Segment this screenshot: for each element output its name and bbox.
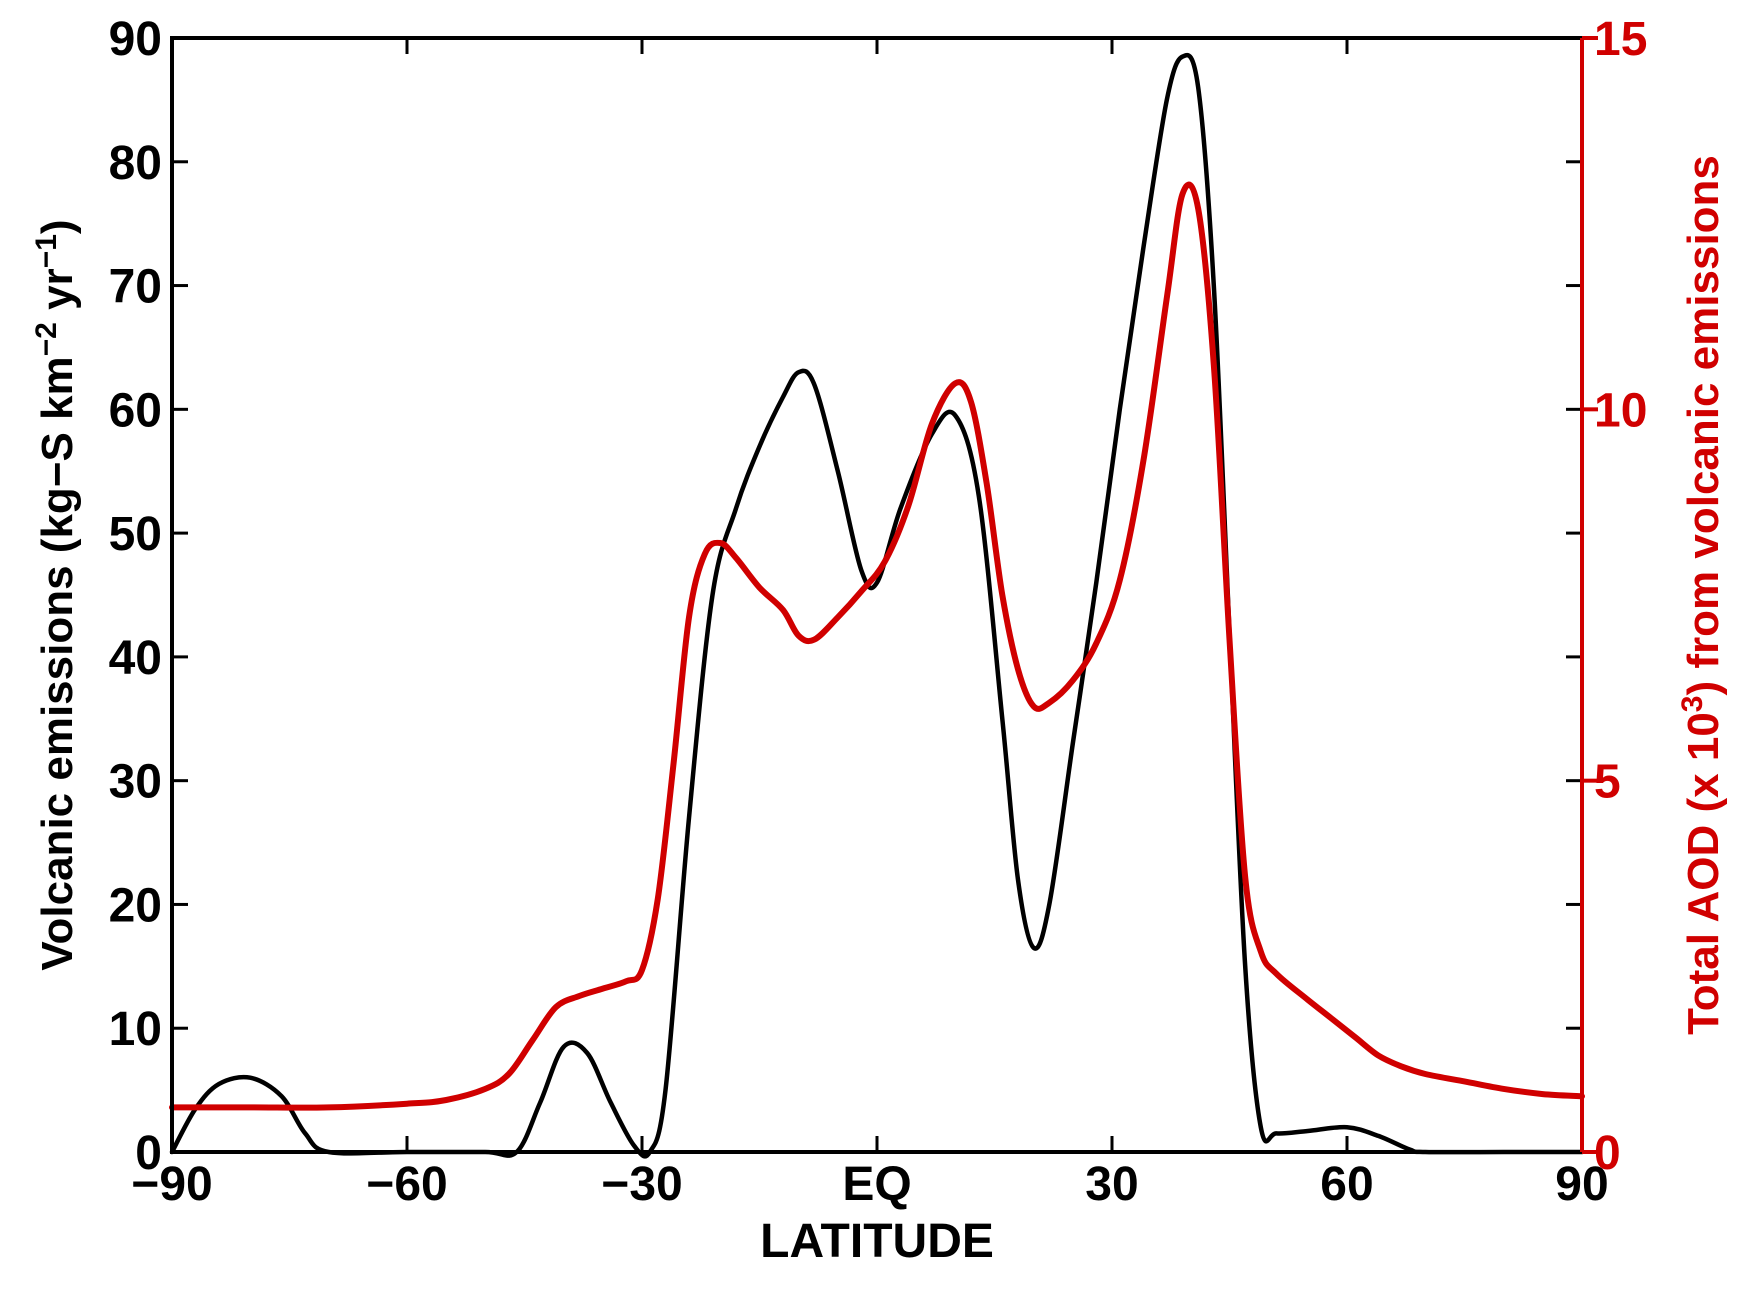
left-y-title-suffix: ) <box>33 219 82 234</box>
right-y-tick-label: 15 <box>1594 13 1647 66</box>
x-tick-label: EQ <box>842 1158 911 1211</box>
emissions-series-line <box>169 52 1585 1159</box>
left-y-tick-label: 70 <box>109 261 162 314</box>
x-tick-label: 90 <box>1555 1158 1608 1211</box>
left-y-tick-label: 10 <box>109 1003 162 1056</box>
right-y-title-prefix: Total AOD (x 10 <box>1679 712 1728 1035</box>
left-y-tick-label: 40 <box>109 632 162 685</box>
x-tick-label: −30 <box>601 1158 682 1211</box>
right-y-title-suffix: ) from volcanic emissions <box>1679 155 1728 695</box>
left-y-title-exponent-1: −2 <box>30 322 63 356</box>
left-y-tick-label: 0 <box>135 1127 162 1180</box>
left-y-title-prefix: Volcanic emissions (kg−S km <box>33 356 82 970</box>
x-tick-label: −90 <box>131 1158 212 1211</box>
right-y-title-exponent: 3 <box>1676 696 1709 713</box>
left-y-tick-label: 50 <box>109 508 162 561</box>
x-tick-label: 30 <box>1085 1158 1138 1211</box>
left-y-axis-title: Volcanic emissions (kg−S km−2 yr−1) <box>30 219 83 970</box>
left-y-tick-label: 20 <box>109 879 162 932</box>
left-y-tick-label: 90 <box>109 13 162 66</box>
left-y-title-middle: yr <box>33 268 82 322</box>
x-tick-label: −60 <box>366 1158 447 1211</box>
right-y-tick-label: 5 <box>1594 756 1621 809</box>
left-y-tick-label: 30 <box>109 756 162 809</box>
left-y-tick-label: 60 <box>109 384 162 437</box>
ticks-layer: −90 −60 −30 EQ 30 60 9001020304050607080900510… <box>109 13 1648 1211</box>
right-y-tick-label: 0 <box>1594 1127 1621 1180</box>
x-axis-title: LATITUDE <box>760 1215 994 1268</box>
left-y-tick-label: 80 <box>109 137 162 190</box>
aod-series-line <box>169 181 1585 1111</box>
series-layer <box>169 52 1585 1159</box>
right-y-tick-label: 10 <box>1594 384 1647 437</box>
right-y-axis-title: Total AOD (x 103) from volcanic emission… <box>1676 155 1729 1035</box>
plot-frame <box>170 36 1584 1154</box>
left-y-title-exponent-2: −1 <box>30 234 63 268</box>
x-tick-label: 60 <box>1320 1158 1373 1211</box>
